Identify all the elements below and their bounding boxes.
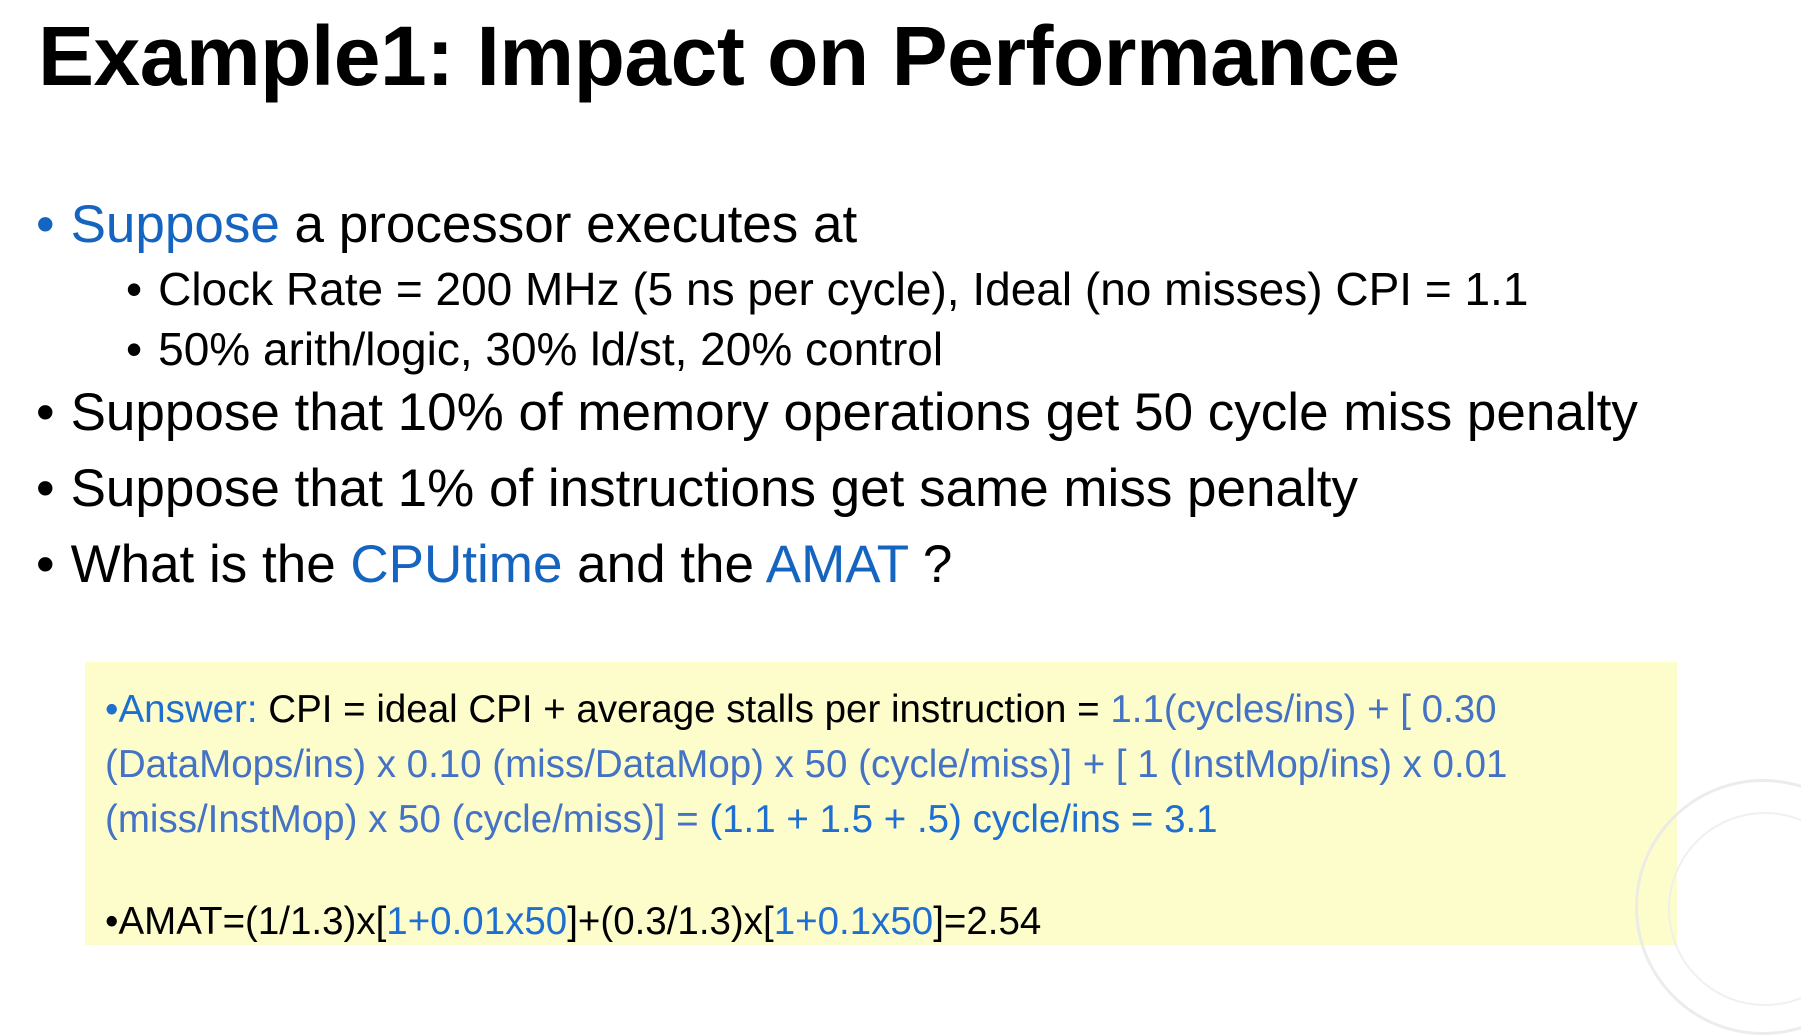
bullet-memory-ops-penalty: • Suppose that 10% of memory operations g… bbox=[36, 386, 1638, 439]
bullet-text: a processor executes at bbox=[279, 195, 858, 254]
amat-term-data: 1+0.1x50 bbox=[773, 900, 934, 943]
answer-label: Answer: bbox=[118, 688, 258, 731]
bullet-suppose-processor: • Suppose a processor executes at bbox=[36, 198, 857, 251]
amat-term-instruction: 1+0.01x50 bbox=[386, 900, 568, 943]
amat-prefix: AMAT=(1/1.3)x[ bbox=[118, 900, 387, 943]
bullet-dot: • bbox=[126, 323, 143, 375]
question-text: ? bbox=[908, 535, 953, 594]
answer-box: •Answer: CPI = ideal CPI + average stall… bbox=[85, 662, 1677, 945]
bullet-text: Suppose that 1% of instructions get same… bbox=[70, 459, 1358, 518]
term-cputime: CPUtime bbox=[350, 535, 563, 594]
answer-result: (1.1 + 1.5 + .5) cycle/ins = 3.1 bbox=[709, 798, 1218, 841]
bullet-dot: • bbox=[36, 195, 55, 254]
term-amat: AMAT bbox=[765, 535, 909, 594]
bullet-dot: • bbox=[36, 535, 55, 594]
sub-bullet-instruction-mix: • 50% arith/logic, 30% ld/st, 20% control bbox=[126, 326, 943, 372]
sub-bullet-clock-rate: • Clock Rate = 200 MHz (5 ns per cycle), … bbox=[126, 266, 1528, 312]
answer-amat-line: •AMAT=(1/1.3)x[1+0.01x50]+(0.3/1.3)x[1+0… bbox=[105, 894, 1041, 949]
answer-formula: 1.1(cycles/ins) + [ 0.30 (DataMops/ins) … bbox=[105, 688, 1508, 841]
bullet-dot: • bbox=[126, 263, 143, 315]
question-text: and the bbox=[562, 535, 766, 594]
bullet-lead-suppose: Suppose bbox=[70, 195, 280, 254]
watermark-seal-inner bbox=[1668, 812, 1801, 1006]
bullet-dot: • bbox=[36, 383, 55, 442]
bullet-dot: • bbox=[105, 900, 119, 943]
bullet-dot: • bbox=[105, 688, 119, 731]
answer-cpi-text: CPI = ideal CPI + average stalls per ins… bbox=[257, 688, 1111, 731]
sub-bullet-text: Clock Rate = 200 MHz (5 ns per cycle), I… bbox=[158, 263, 1529, 315]
bullet-question: • What is the CPUtime and the AMAT ? bbox=[36, 538, 952, 591]
question-text: What is the bbox=[70, 535, 351, 594]
slide-title: Example1: Impact on Performance bbox=[38, 9, 1400, 103]
bullet-text: Suppose that 10% of memory operations ge… bbox=[70, 383, 1638, 442]
bullet-dot: • bbox=[36, 459, 55, 518]
bullet-instruction-penalty: • Suppose that 1% of instructions get sam… bbox=[36, 462, 1358, 515]
sub-bullet-text: 50% arith/logic, 30% ld/st, 20% control bbox=[158, 323, 944, 375]
amat-suffix: ]=2.54 bbox=[933, 900, 1042, 943]
amat-mid: ]+(0.3/1.3)x[ bbox=[567, 900, 774, 943]
answer-cpi-paragraph: •Answer: CPI = ideal CPI + average stall… bbox=[105, 682, 1665, 847]
